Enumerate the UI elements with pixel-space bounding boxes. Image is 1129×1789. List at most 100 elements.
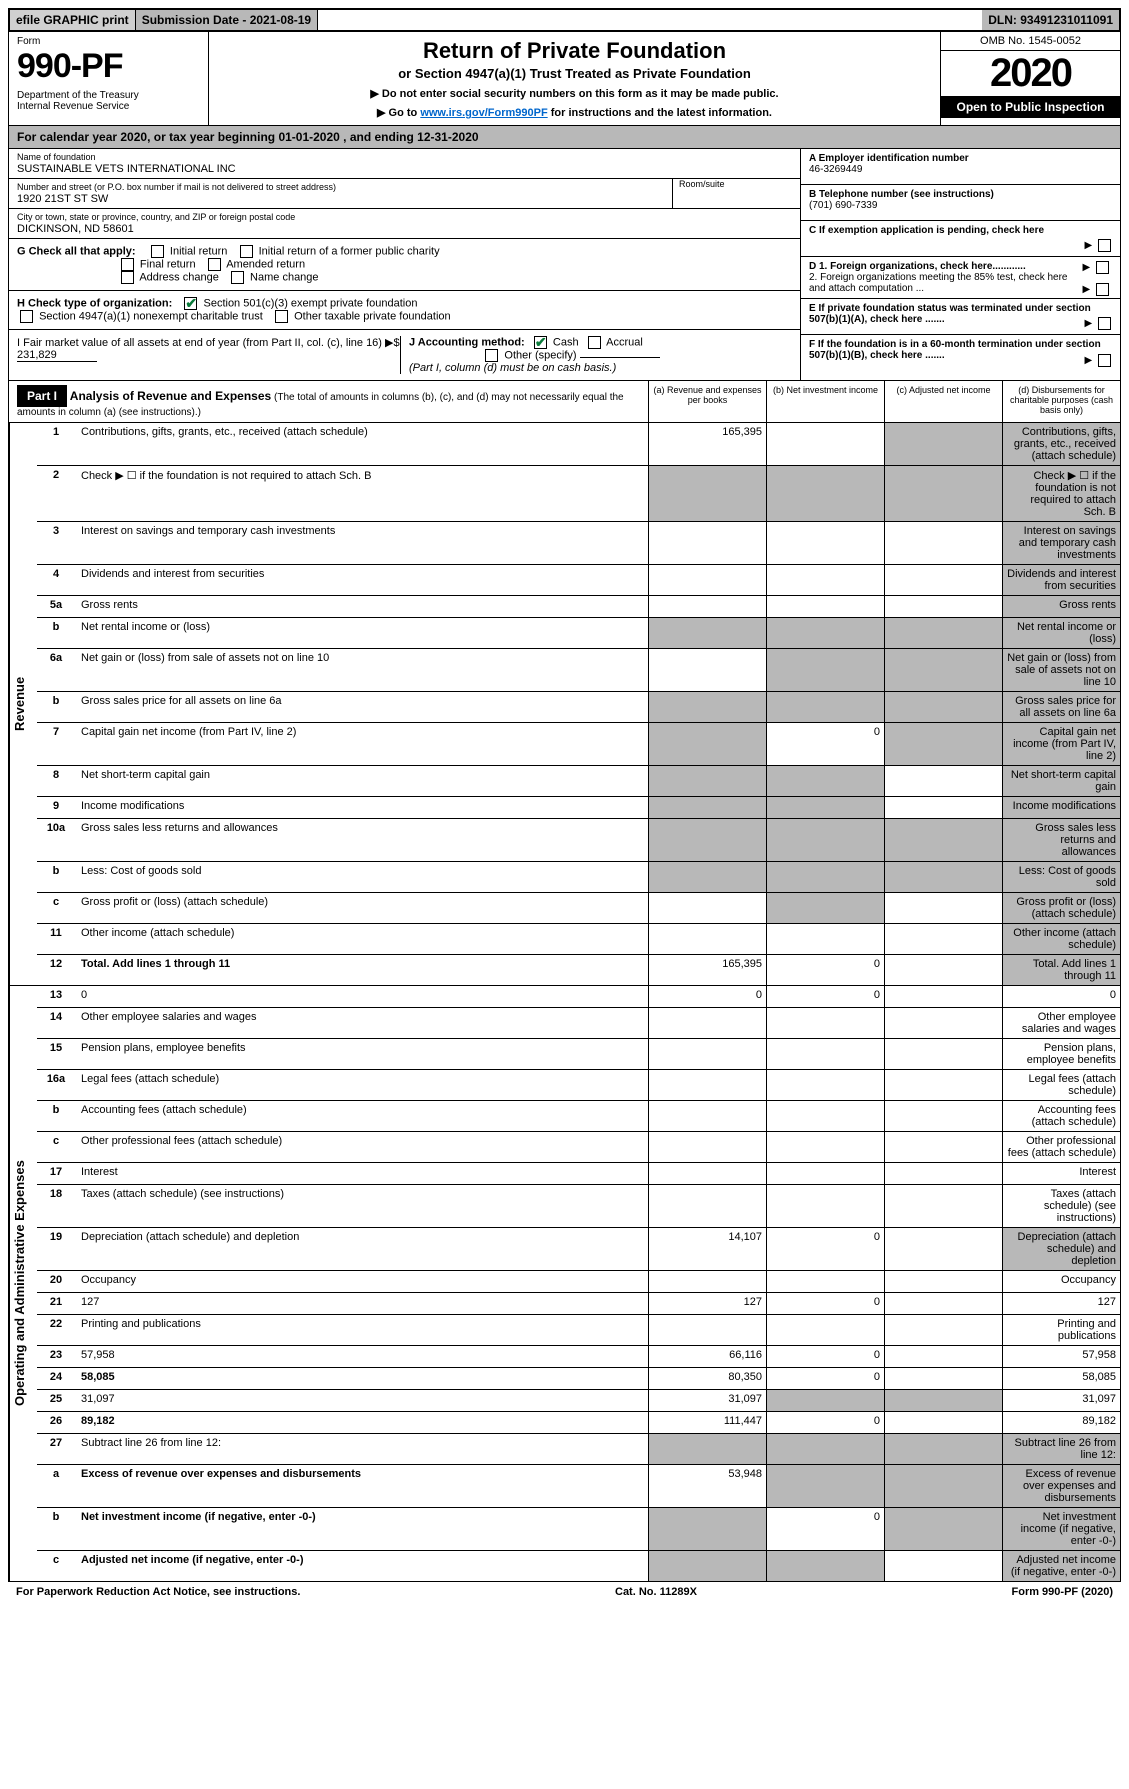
entity-info: Name of foundation SUSTAINABLE VETS INTE… (8, 149, 1121, 381)
cell-c (884, 522, 1002, 564)
line-number: 25 (37, 1390, 75, 1411)
cell-d: Printing and publications (1002, 1315, 1120, 1345)
checkbox-501c3[interactable] (184, 297, 197, 310)
line-number: 9 (37, 797, 75, 818)
i-section: I Fair market value of all assets at end… (17, 336, 400, 374)
cell-b (766, 797, 884, 818)
cell-a (648, 1101, 766, 1131)
form-label: Form (17, 36, 200, 47)
cell-b: 0 (766, 1293, 884, 1314)
line-row: bNet investment income (if negative, ent… (37, 1508, 1120, 1551)
cell-d: Income modifications (1002, 797, 1120, 818)
city-state-zip: DICKINSON, ND 58601 (17, 223, 792, 235)
cell-b (766, 1163, 884, 1184)
line-number: 17 (37, 1163, 75, 1184)
checkbox-other-taxable[interactable] (275, 310, 288, 323)
line-row: 7Capital gain net income (from Part IV, … (37, 723, 1120, 766)
checkbox-name-change[interactable] (231, 271, 244, 284)
irs-link[interactable]: www.irs.gov/Form990PF (420, 107, 547, 119)
g-section: G Check all that apply: Initial return I… (9, 239, 800, 291)
cell-b (766, 1434, 884, 1464)
line-row: 12Total. Add lines 1 through 11165,3950T… (37, 955, 1120, 985)
form-number: 990-PF (17, 47, 200, 86)
checkbox-accrual[interactable] (588, 336, 601, 349)
line-row: 9Income modificationsIncome modification… (37, 797, 1120, 819)
part1-header: Part I Analysis of Revenue and Expenses … (8, 381, 1121, 423)
line-row: bGross sales price for all assets on lin… (37, 692, 1120, 723)
cell-d: Net investment income (if negative, ente… (1002, 1508, 1120, 1550)
line-desc: 31,097 (75, 1390, 648, 1411)
calendar-year: For calendar year 2020, or tax year begi… (8, 126, 1121, 149)
line-row: 8Net short-term capital gainNet short-te… (37, 766, 1120, 797)
line-desc: 89,182 (75, 1412, 648, 1433)
line-number: 16a (37, 1070, 75, 1100)
line-number: 27 (37, 1434, 75, 1464)
line-row: cOther professional fees (attach schedul… (37, 1132, 1120, 1163)
line-desc: 57,958 (75, 1346, 648, 1367)
cell-a (648, 649, 766, 691)
cell-b (766, 423, 884, 465)
box-a: A Employer identification number 46-3269… (801, 149, 1120, 185)
instr-1: ▶ Do not enter social security numbers o… (229, 87, 920, 100)
line-row: 14Other employee salaries and wagesOther… (37, 1008, 1120, 1039)
box-b: B Telephone number (see instructions) (7… (801, 185, 1120, 221)
line-desc: Interest (75, 1163, 648, 1184)
line-row: aExcess of revenue over expenses and dis… (37, 1465, 1120, 1508)
line-desc: Gross sales price for all assets on line… (75, 692, 648, 722)
line-desc: Capital gain net income (from Part IV, l… (75, 723, 648, 765)
col-c-header: (c) Adjusted net income (884, 381, 1002, 422)
cell-c (884, 893, 1002, 923)
cell-a: 127 (648, 1293, 766, 1314)
line-desc: Contributions, gifts, grants, etc., rece… (75, 423, 648, 465)
checkbox-4947[interactable] (20, 310, 33, 323)
cell-c (884, 1070, 1002, 1100)
checkbox-other-method[interactable] (485, 349, 498, 362)
checkbox-final-return[interactable] (121, 258, 134, 271)
cell-b: 0 (766, 1412, 884, 1433)
checkbox-amended[interactable] (208, 258, 221, 271)
cell-d: 57,958 (1002, 1346, 1120, 1367)
checkbox-d2[interactable] (1096, 283, 1109, 296)
cell-d: Depreciation (attach schedule) and deple… (1002, 1228, 1120, 1270)
cell-a (648, 723, 766, 765)
cell-c (884, 1465, 1002, 1507)
checkbox-address-change[interactable] (121, 271, 134, 284)
expenses-section: Operating and Administrative Expenses 13… (8, 986, 1121, 1582)
cell-b: 0 (766, 1228, 884, 1270)
cell-a: 165,395 (648, 423, 766, 465)
checkbox-initial-return[interactable] (151, 245, 164, 258)
line-row: bNet rental income or (loss)Net rental i… (37, 618, 1120, 649)
line-row: 2Check ▶ ☐ if the foundation is not requ… (37, 466, 1120, 522)
checkbox-cash[interactable] (534, 336, 547, 349)
cell-d: Legal fees (attach schedule) (1002, 1070, 1120, 1100)
line-desc: Total. Add lines 1 through 11 (75, 955, 648, 985)
line-desc: Gross sales less returns and allowances (75, 819, 648, 861)
cell-c (884, 1185, 1002, 1227)
line-desc: Accounting fees (attach schedule) (75, 1101, 648, 1131)
cell-b (766, 692, 884, 722)
cell-d: Accounting fees (attach schedule) (1002, 1101, 1120, 1131)
omb-number: OMB No. 1545-0052 (941, 32, 1120, 51)
cell-d: Dividends and interest from securities (1002, 565, 1120, 595)
fmv-value: 231,829 (17, 349, 97, 362)
line-row: bAccounting fees (attach schedule)Accoun… (37, 1101, 1120, 1132)
j-section: J Accounting method: Cash Accrual Other … (400, 336, 792, 374)
cell-b (766, 1465, 884, 1507)
form-header: Form 990-PF Department of the TreasuryIn… (8, 32, 1121, 126)
checkbox-d1[interactable] (1096, 261, 1109, 274)
checkbox-f[interactable] (1098, 354, 1111, 367)
cell-a (648, 819, 766, 861)
line-row: 5aGross rentsGross rents (37, 596, 1120, 618)
line-desc: Income modifications (75, 797, 648, 818)
cell-a: 66,116 (648, 1346, 766, 1367)
cell-b (766, 766, 884, 796)
cell-a (648, 1315, 766, 1345)
cell-b (766, 1039, 884, 1069)
line-desc: Dividends and interest from securities (75, 565, 648, 595)
foundation-name: SUSTAINABLE VETS INTERNATIONAL INC (17, 163, 792, 175)
checkbox-initial-former[interactable] (240, 245, 253, 258)
line-number: 12 (37, 955, 75, 985)
checkbox-e[interactable] (1098, 317, 1111, 330)
line-number: 24 (37, 1368, 75, 1389)
checkbox-c[interactable] (1098, 239, 1111, 252)
